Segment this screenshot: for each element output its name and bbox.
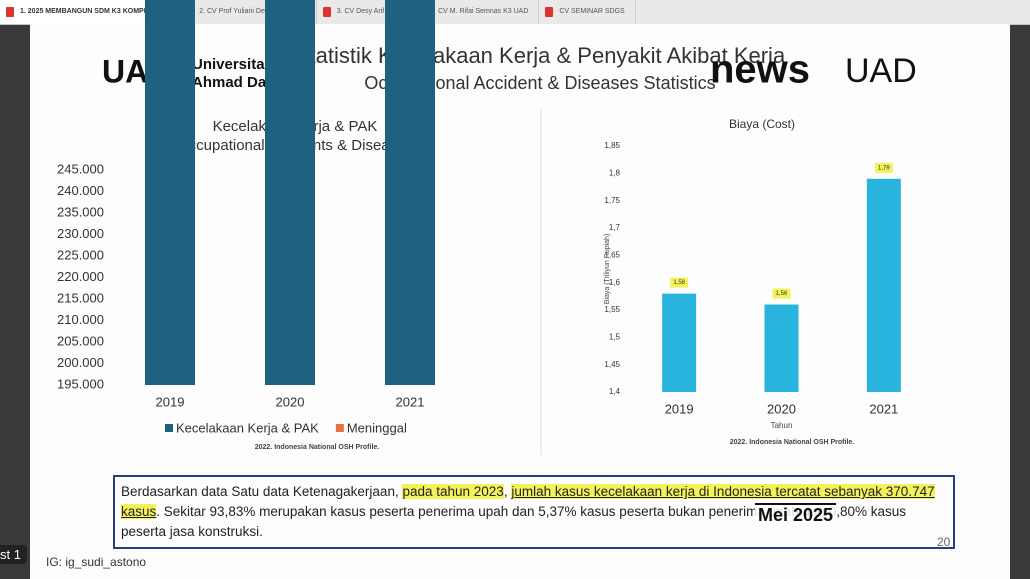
y-tick-label: 1,5 <box>609 332 621 341</box>
tab[interactable]: CV SEMINAR SDGS <box>539 0 636 24</box>
x-tick-label: 2020 <box>276 394 305 409</box>
label-highlight <box>670 277 689 288</box>
x-tick-label: 2019 <box>665 401 694 416</box>
source-note: 2022. Indonesia National OSH Profile. <box>730 439 855 446</box>
participant-label: st 1 <box>0 545 27 564</box>
y-tick-label: 225.000 <box>57 247 104 262</box>
note-box: Berdasarkan data Satu data Ketenagakerja… <box>113 475 955 549</box>
y-tick-label: 1,85 <box>604 141 620 150</box>
legend-label: Meninggal <box>347 420 407 435</box>
logo-line: Universitas <box>192 56 273 73</box>
data-label: 1,56 <box>776 291 788 297</box>
chart-title: Biaya (Cost) <box>729 117 795 131</box>
bar <box>662 293 697 392</box>
y-tick-label: 1,65 <box>604 250 620 259</box>
legend-swatch <box>165 424 173 432</box>
y-tick-label: 1,75 <box>604 196 620 205</box>
legend-swatch <box>335 424 344 432</box>
x-tick-label: 2021 <box>396 394 425 409</box>
x-axis-label: Tahun <box>771 421 793 430</box>
label-highlight <box>772 288 791 299</box>
news-brand: UAD <box>845 52 917 90</box>
bar-segment <box>385 0 435 385</box>
note-text: . Sekitar 93,83% merupakan kasus peserta… <box>121 504 907 539</box>
x-tick-label: 2020 <box>767 401 796 416</box>
y-tick-label: 1,7 <box>609 223 621 232</box>
y-axis-label: Biaya (Triliyun Rupiah) <box>604 234 611 305</box>
y-tick-label: 210.000 <box>57 312 104 327</box>
y-tick-label: 200.000 <box>57 355 104 370</box>
y-tick-label: 215.000 <box>57 290 104 305</box>
note-highlight: pada tahun 2023 <box>402 484 504 499</box>
y-tick-label: 1,45 <box>604 360 620 369</box>
y-tick-label: 1,55 <box>604 305 620 314</box>
x-tick-label: 2019 <box>156 394 185 409</box>
y-tick-label: 235.000 <box>57 204 104 219</box>
note-text: Berdasarkan data Satu data Ketenagakerja… <box>121 484 403 499</box>
label-highlight <box>874 162 893 173</box>
y-tick-label: 1,8 <box>609 168 621 177</box>
news-word: news <box>710 48 810 92</box>
note-text: , <box>503 484 512 499</box>
bar-segment <box>265 0 315 385</box>
y-tick-label: 230.000 <box>57 226 104 241</box>
y-tick-label: 245.000 <box>57 161 104 176</box>
page-number: 20 <box>937 535 951 549</box>
y-tick-label: 1,4 <box>609 387 621 396</box>
y-tick-label: 220.000 <box>57 269 104 284</box>
date-overlay: Mei 2025 <box>755 503 837 526</box>
legend-label: Kecelakaan Kerja & PAK <box>176 420 319 435</box>
y-tick-label: 205.000 <box>57 333 104 348</box>
bar <box>866 178 901 392</box>
data-label: 1,58 <box>673 280 685 286</box>
y-tick-label: 195.000 <box>57 376 104 391</box>
data-label: 1,79 <box>878 165 890 171</box>
bar <box>764 304 799 392</box>
y-tick-label: 240.000 <box>57 183 104 198</box>
instagram: IG: ig_sudi_astono <box>46 555 147 569</box>
y-tick-label: 1,6 <box>609 278 621 287</box>
bar-segment <box>145 0 195 385</box>
x-tick-label: 2021 <box>869 401 898 416</box>
source-note: 2022. Indonesia National OSH Profile. <box>255 444 380 451</box>
slide-subtitle: Occupational Accident & Diseases Statist… <box>364 73 715 93</box>
slide-title: Statistik Kecelakaan Kerja & Penyakit Ak… <box>295 43 786 68</box>
